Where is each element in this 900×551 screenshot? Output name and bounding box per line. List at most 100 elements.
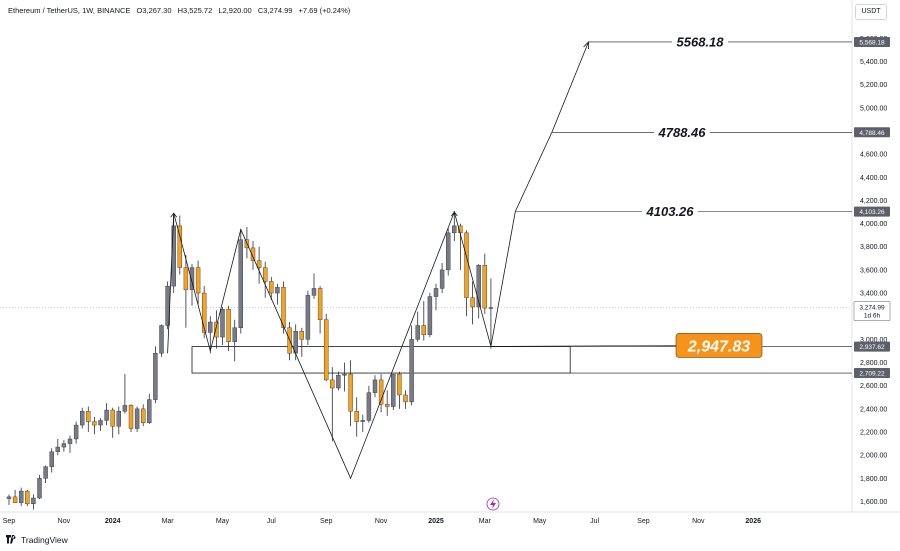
candle-body [476, 265, 481, 308]
y-tick-label: 2,600.00 [860, 383, 887, 390]
candle-body [433, 288, 439, 297]
candle-body [317, 288, 323, 320]
y-tick-label: 3,600.00 [860, 267, 887, 274]
time-axis: Sep Nov 2024 Mar May Jul Sep Nov 2025 Mar May Jul Se… [3, 518, 761, 525]
candle-body [195, 267, 201, 294]
candle-body [12, 496, 18, 503]
candle-body [263, 267, 268, 282]
candle-body [452, 225, 457, 234]
pattern-drawing [167, 41, 590, 480]
y-tick-label: 1,600.00 [860, 499, 887, 506]
y-tick-label: 3,800.00 [860, 244, 887, 251]
y-tick-label: 5,400.00 [860, 59, 887, 66]
target-axis-label: 5,568.18 [859, 39, 885, 46]
zone-axis-label: 2,709.22 [859, 371, 885, 378]
candle-body [55, 446, 60, 452]
ohlc-low: L2,920.00 [218, 6, 252, 15]
target-axis-badge [854, 127, 890, 138]
brand-label: TradingView [21, 535, 68, 545]
candle-body [269, 281, 274, 294]
target-label: 4103.26 [646, 204, 695, 219]
candle-body [250, 247, 256, 261]
y-tick-label: 1,800.00 [860, 476, 887, 483]
candle-body [256, 260, 262, 268]
chart-grid [0, 0, 900, 513]
y-tick-label: 5,200.00 [860, 82, 887, 89]
candle-body [67, 438, 73, 444]
countdown-label: 1d 6h [864, 313, 881, 320]
ohlc-close: C3,274.99 [257, 6, 293, 15]
x-tick-label: Nov [375, 518, 388, 525]
y-tick-label: 2,000.00 [860, 453, 887, 460]
callout-line [490, 345, 677, 347]
tradingview-brand[interactable]: TradingView [6, 535, 68, 545]
candle-body [153, 353, 158, 400]
candle-body [391, 373, 396, 407]
candle-body [177, 225, 183, 268]
x-tick-label: Jul [590, 518, 599, 525]
candle-body [482, 265, 487, 309]
candle-body [128, 405, 134, 429]
x-tick-label: Sep [320, 518, 333, 525]
zone-axis-badge [854, 368, 890, 379]
candle-body [281, 287, 286, 328]
last-price-label: 3,274.99 [859, 305, 885, 312]
x-tick-label: May [216, 518, 230, 525]
candle-body [238, 239, 244, 329]
candle-body [464, 232, 469, 298]
candle-body [324, 319, 329, 381]
target-label-bg [672, 32, 728, 49]
ohlc-change: +7.69 (+0.24%) [298, 6, 351, 15]
y-tick-label: 4,200.00 [860, 198, 887, 205]
ohlc-high: H3,525.72 [177, 6, 213, 15]
candle-body [366, 392, 372, 421]
candle-body [232, 327, 237, 342]
candle-body [403, 394, 408, 403]
candle-body [311, 288, 317, 296]
candle-body [488, 307, 494, 309]
candle-body [470, 297, 475, 308]
candle-body [183, 267, 189, 290]
symbol-header: Ethereum / TetherUS, 1W, BINANCE O3,267.… [8, 6, 354, 15]
candle-body [214, 321, 219, 338]
x-tick-label: Nov [58, 518, 71, 525]
candle-body [61, 443, 67, 448]
peak-arrow-icon [450, 211, 458, 217]
target-label-bg [642, 202, 698, 219]
y-tick-label: 3,400.00 [860, 291, 887, 298]
y-tick-label: 4,400.00 [860, 175, 887, 182]
y-tick-label: 2,800.00 [860, 360, 887, 367]
price-axis: 1,600.00 1,800.00 2,000.00 2,200.00 2,400.00… [860, 36, 887, 506]
candle-body [330, 379, 335, 389]
target-axis-label: 4,103.26 [859, 209, 885, 216]
candle-body [427, 296, 433, 335]
candle-body [140, 408, 146, 423]
candle-body [439, 269, 445, 289]
ohlc-open: O3,267.30 [136, 6, 172, 15]
candle-body [201, 292, 207, 333]
pattern-path [167, 41, 589, 480]
zone-axis-badge [854, 341, 890, 352]
lightning-icon [490, 499, 496, 509]
candle-body [354, 410, 359, 422]
candle-body [305, 295, 311, 340]
x-tick-label: Jul [267, 518, 276, 525]
candle-body [336, 375, 341, 389]
candle-body [171, 225, 176, 287]
x-tick-label: Nov [692, 518, 705, 525]
candle-body [37, 478, 42, 499]
target-label: 5568.18 [677, 34, 725, 49]
candle-body [220, 309, 225, 338]
candle-body [25, 490, 30, 505]
candle-body [409, 339, 414, 403]
x-tick-label: 2024 [105, 518, 121, 525]
candle-body [31, 497, 36, 505]
target-axis-label: 4,788.46 [859, 130, 885, 137]
y-tick-label: 4,000.00 [860, 221, 887, 228]
candle-body [397, 373, 402, 396]
x-tick-label: Sep [637, 518, 650, 525]
target-axis-badge [854, 206, 890, 217]
peak-arrow-icon [170, 212, 178, 218]
currency-button[interactable]: USDT [855, 4, 887, 20]
